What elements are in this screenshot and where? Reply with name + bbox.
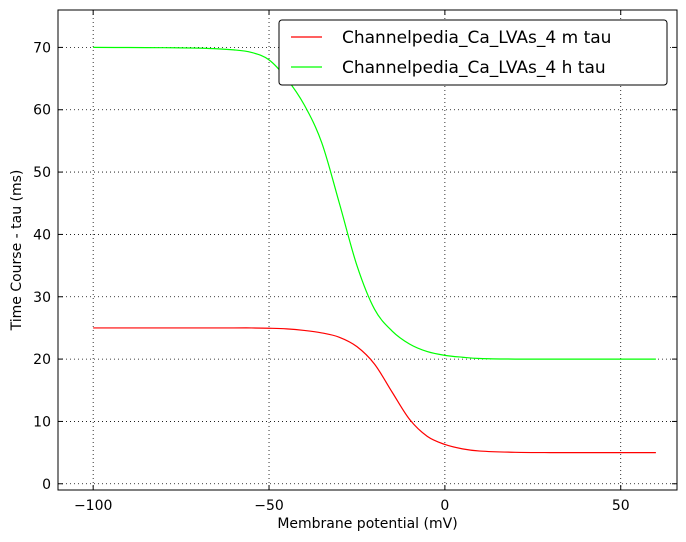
series-layer: [93, 46, 656, 454]
y-tick-label: 60: [33, 103, 51, 119]
legend-entry-h-tau: Channelpedia_Ca_LVAs_4 h tau: [342, 58, 606, 78]
plot-area-frame: [57, 9, 678, 491]
y-tick-label: 40: [33, 227, 51, 243]
axis-ticks: −100 −50 0 50 0 10 20 30 40 50 60 70: [33, 10, 677, 514]
y-tick-label: 70: [33, 40, 51, 56]
y-tick-label: 50: [33, 165, 51, 181]
y-tick-label: 20: [33, 352, 51, 368]
x-tick-label: −50: [254, 498, 284, 514]
x-tick-label: 0: [440, 498, 449, 514]
y-tick-label: 0: [42, 477, 51, 493]
legend-box: [278, 19, 668, 86]
x-axis-label: Membrane potential (mV): [277, 516, 457, 532]
y-axis-label: Time Course - tau (ms): [9, 170, 25, 332]
series-line-h-tau: [93, 46, 656, 360]
x-tick-label: −100: [74, 498, 112, 514]
y-tick-label: 30: [33, 290, 51, 306]
y-tick-label: 10: [33, 414, 51, 430]
legend: Channelpedia_Ca_LVAs_4 m tau Channelpedi…: [278, 19, 668, 86]
legend-entry-m-tau: Channelpedia_Ca_LVAs_4 m tau: [342, 28, 611, 48]
series-line-m-tau: [93, 327, 656, 454]
grid: [58, 10, 677, 490]
x-tick-label: 50: [612, 498, 630, 514]
